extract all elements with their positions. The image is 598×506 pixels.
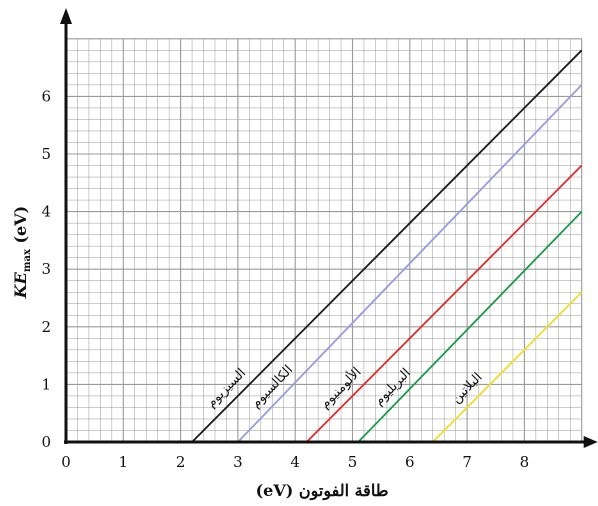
y-tick-label: 1 — [41, 375, 51, 393]
y-axis-title-unit: (eV) — [11, 206, 30, 249]
y-axis-arrow — [60, 8, 72, 24]
x-tick-labels: 0 1 2 3 4 5 6 7 8 — [61, 453, 529, 471]
y-tick-label: 3 — [41, 260, 51, 278]
series-lines — [191, 49, 583, 443]
x-tick-label: 7 — [462, 453, 472, 471]
y-axis-title-main: KE — [11, 271, 30, 299]
x-tick-label: 8 — [520, 453, 530, 471]
series-line-0 — [191, 49, 583, 443]
x-tick-label: 4 — [290, 453, 300, 471]
x-tick-label: 0 — [61, 453, 71, 471]
series-label-3: البريليوم — [372, 366, 414, 409]
x-axis-arrow — [583, 436, 598, 448]
x-tick-label: 1 — [119, 453, 129, 471]
y-tick-label: 2 — [41, 318, 51, 336]
series-line-4 — [432, 291, 583, 443]
y-axis-title: KEmax (eV) — [11, 206, 33, 299]
y-tick-label: 4 — [41, 203, 51, 221]
y-tick-labels: 0 1 2 3 4 5 6 — [41, 87, 51, 451]
y-tick-label: 6 — [41, 87, 51, 105]
y-axis-title-sub: max — [22, 248, 33, 272]
x-axis-title: طاقة الفوتون (eV) — [256, 481, 389, 501]
y-tick-label: 0 — [41, 433, 51, 451]
x-tick-label: 5 — [348, 453, 358, 471]
minor-grid — [66, 38, 582, 442]
x-tick-label: 3 — [233, 453, 243, 471]
series-label-2: الألومنيوم — [316, 363, 364, 411]
major-grid — [65, 38, 583, 443]
y-tick-label: 5 — [41, 145, 51, 163]
x-tick-label: 6 — [405, 453, 415, 471]
axes — [60, 8, 598, 448]
series-line-3 — [357, 210, 583, 443]
series-line-1 — [237, 84, 583, 443]
x-tick-label: 2 — [176, 453, 186, 471]
series-line-2 — [306, 164, 583, 443]
